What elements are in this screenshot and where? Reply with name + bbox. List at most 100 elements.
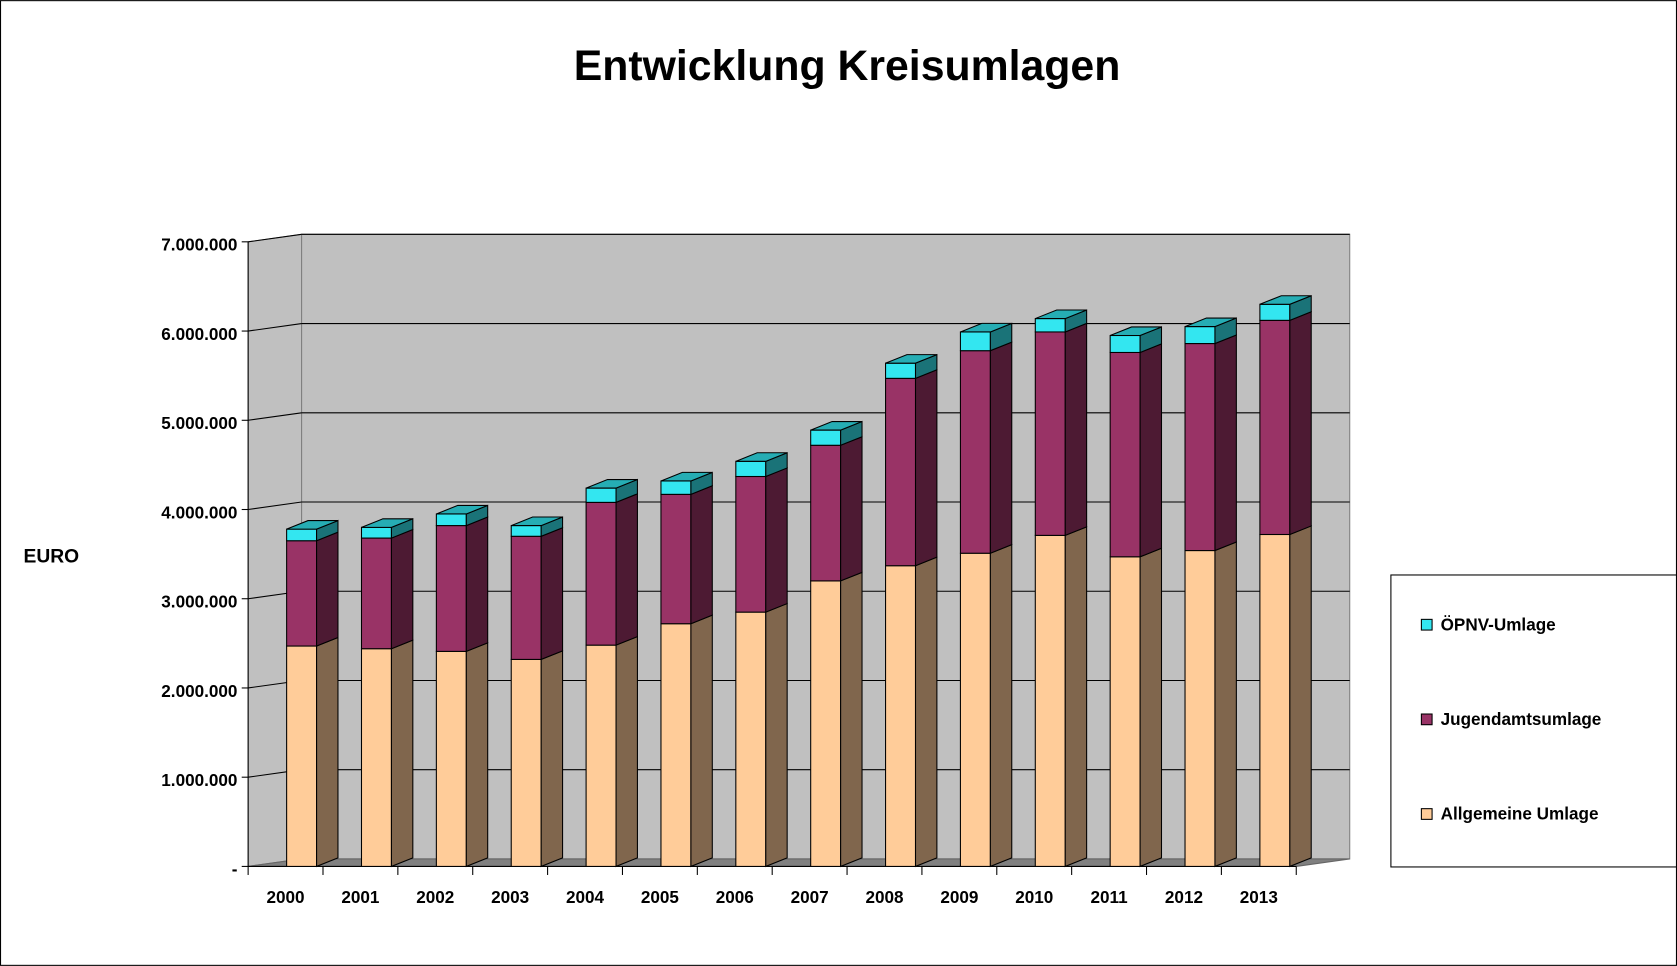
bar-segment-side <box>840 571 863 868</box>
legend-swatch <box>1420 713 1433 726</box>
x-tick-label: 2001 <box>341 888 380 907</box>
bar-segment <box>660 480 692 495</box>
legend-box <box>1390 574 1677 868</box>
bar-segment-side <box>540 650 564 868</box>
legend-swatch <box>1420 808 1433 820</box>
bar-segment-side <box>989 543 1013 868</box>
bar-segment <box>1109 334 1141 354</box>
bar-segment <box>959 331 991 352</box>
bar-segment-side <box>690 484 713 625</box>
bar-segment-side <box>1064 526 1088 868</box>
bar-segment <box>286 528 318 542</box>
bar-segment <box>1259 533 1291 867</box>
bar-segment-top <box>735 452 788 462</box>
bar-segment <box>585 644 617 867</box>
bar-segment-top <box>660 471 713 482</box>
bar-segment-side <box>465 642 489 868</box>
bar-segment <box>810 429 842 446</box>
bar-segment-top <box>1035 309 1087 320</box>
bar-segment <box>585 501 617 646</box>
bar-segment-side <box>465 516 489 653</box>
bar-segment-side <box>1289 525 1312 868</box>
bar-segment <box>1034 318 1066 333</box>
x-tick-label: 2000 <box>267 888 305 907</box>
y-tick-label: 4.000.000 <box>161 503 237 522</box>
x-tick-label: 2011 <box>1091 888 1129 907</box>
bar-segment <box>435 513 467 527</box>
y-tick-label: 6.000.000 <box>161 325 237 344</box>
bar-segment-side <box>1139 343 1163 558</box>
bar-segment-side <box>765 602 788 868</box>
bar-segment <box>810 580 842 867</box>
bar-segment-top <box>810 421 863 431</box>
y-tick-label: - <box>232 860 238 879</box>
x-tick-label: 2013 <box>1240 888 1278 907</box>
y-tick-label: 3.000.000 <box>161 593 237 612</box>
bar-segment <box>510 658 542 867</box>
bar-segment-top <box>960 322 1012 333</box>
bar-segment <box>735 475 767 613</box>
bar-segment <box>885 362 917 379</box>
bar-segment-side <box>914 368 938 567</box>
legend-swatch <box>1420 618 1433 631</box>
bar-segment <box>510 535 542 660</box>
bar-segment-side <box>390 639 414 868</box>
grid-line <box>248 323 302 332</box>
bar-segment-top <box>885 354 938 364</box>
x-tick-label: 2007 <box>791 888 829 907</box>
bar-segment-side <box>316 531 339 647</box>
bar-segment-side <box>690 614 713 868</box>
y-tick-label: 5.000.000 <box>161 414 237 433</box>
bar-segment-side <box>1214 334 1237 552</box>
bar-segment <box>435 525 467 652</box>
x-tick-label: 2002 <box>416 888 454 907</box>
bar-segment <box>660 493 692 625</box>
grid-line <box>248 233 302 243</box>
bar-segment-side <box>390 528 414 650</box>
y-tick-label: 1.000.000 <box>161 771 237 790</box>
bar-segment-top <box>511 516 563 527</box>
bar-segment <box>735 460 767 478</box>
bar-segment-top <box>436 504 488 515</box>
y-axis-label: EURO <box>24 546 80 567</box>
grid-line <box>248 412 302 421</box>
bar-segment <box>1184 326 1216 345</box>
bar-segment <box>885 565 917 867</box>
chart-title: Entwicklung Kreisumlagen <box>574 42 1121 90</box>
bar-segment <box>1034 534 1066 867</box>
bar-segment-side <box>316 636 339 868</box>
x-tick-label: 2009 <box>940 888 978 907</box>
legend-label: ÖPNV-Umlage <box>1441 615 1556 634</box>
legend-label: Allgemeine Umlage <box>1441 805 1599 824</box>
bar-segment-top <box>1109 326 1162 337</box>
bar-segment <box>1109 556 1141 867</box>
x-tick-label: 2012 <box>1165 888 1203 907</box>
bar-segment <box>660 623 692 867</box>
x-tick-label: 2004 <box>566 888 605 907</box>
legend-label: Jugendamtsumlage <box>1441 710 1602 729</box>
bar-segment-top <box>361 518 414 528</box>
x-tick-label: 2003 <box>491 888 529 907</box>
bar-segment <box>885 377 917 567</box>
x-tick-label: 2006 <box>716 888 754 907</box>
bar-segment-top <box>286 520 339 530</box>
y-tick-label: 7.000.000 <box>161 236 237 255</box>
bar-segment-side <box>840 435 863 582</box>
bar-segment-side <box>540 526 564 661</box>
bar-segment-top <box>1259 295 1312 305</box>
bar-segment <box>286 645 318 867</box>
bar-segment <box>585 487 617 503</box>
bar-segment <box>510 525 542 537</box>
bar-segment-top <box>1184 317 1237 328</box>
bar-segment <box>959 552 991 867</box>
bar-segment-side <box>615 635 638 868</box>
bar-segment <box>1184 343 1216 552</box>
x-tick-label: 2010 <box>1015 888 1053 907</box>
x-tick-label: 2005 <box>641 888 680 907</box>
bar-segment <box>360 648 392 867</box>
grid-line <box>248 501 302 511</box>
bar-segment <box>810 444 842 582</box>
bar-segment <box>1034 331 1066 536</box>
